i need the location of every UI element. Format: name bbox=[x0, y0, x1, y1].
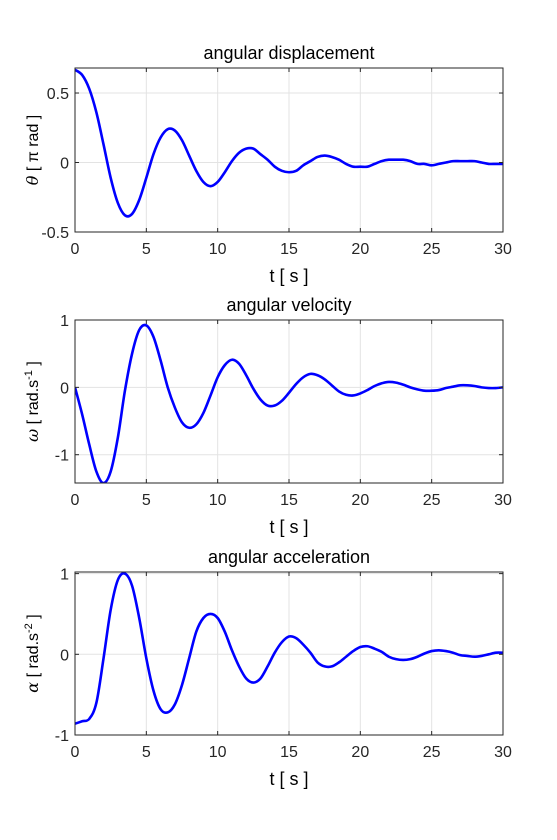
series-line bbox=[75, 572, 503, 725]
x-tick-label: 25 bbox=[423, 241, 441, 258]
y-tick-label: -1 bbox=[55, 448, 69, 465]
x-tick-label: 10 bbox=[209, 744, 227, 761]
y-axis-symbol: ω bbox=[23, 429, 42, 442]
x-tick-label: 10 bbox=[209, 241, 227, 258]
chart-title: angular displacement bbox=[203, 43, 374, 63]
y-axis-unit: [ π rad ] bbox=[25, 115, 42, 176]
chart-title: angular acceleration bbox=[208, 547, 370, 567]
y-tick-label: 0 bbox=[60, 380, 69, 397]
x-tick-label: 25 bbox=[423, 744, 441, 761]
y-tick-label: 0 bbox=[60, 156, 69, 173]
x-tick-label: 30 bbox=[494, 241, 512, 258]
x-tick-label: 30 bbox=[494, 492, 512, 509]
x-tick-label: 15 bbox=[280, 492, 298, 509]
y-axis-unit-exponent: -1 bbox=[23, 370, 35, 380]
x-axis-label: t [ s ] bbox=[269, 769, 308, 789]
y-axis-unit-end: ] bbox=[25, 614, 42, 623]
x-tick-label: 30 bbox=[494, 744, 512, 761]
x-tick-label: 5 bbox=[142, 492, 151, 509]
x-tick-label: 5 bbox=[142, 241, 151, 258]
x-tick-label: 15 bbox=[280, 241, 298, 258]
y-axis-symbol: θ bbox=[23, 175, 42, 185]
y-axis-unit-exponent: -2 bbox=[23, 623, 35, 633]
y-tick-label: 0.5 bbox=[47, 86, 69, 103]
series-line bbox=[75, 68, 503, 218]
y-axis-label: ω [ rad.s-1 ] bbox=[23, 361, 42, 442]
x-tick-label: 15 bbox=[280, 744, 298, 761]
y-axis-unit: [ rad.s bbox=[25, 380, 42, 429]
series-line bbox=[75, 323, 503, 483]
y-tick-label: 1 bbox=[60, 567, 69, 584]
y-tick-label: 1 bbox=[60, 313, 69, 330]
x-axis-label: t [ s ] bbox=[269, 517, 308, 537]
y-axis-symbol: α bbox=[23, 682, 42, 693]
y-axis-unit-end: ] bbox=[25, 361, 42, 370]
x-tick-label: 25 bbox=[423, 492, 441, 509]
x-tick-label: 0 bbox=[71, 241, 80, 258]
chart-title: angular velocity bbox=[226, 295, 351, 315]
y-tick-label: -0.5 bbox=[41, 225, 69, 242]
y-axis-label: θ [ π rad ] bbox=[23, 115, 42, 185]
x-axis-label: t [ s ] bbox=[269, 266, 308, 286]
chart-panel-2: 0 5 10 15 20 25 30 -1 0 1 angular velocity t [ s ] ω… bbox=[23, 295, 512, 537]
x-tick-label: 20 bbox=[351, 744, 369, 761]
x-tick-label: 5 bbox=[142, 744, 151, 761]
x-tick-label: 10 bbox=[209, 492, 227, 509]
y-axis-label: α [ rad.s-2 ] bbox=[23, 614, 42, 692]
y-tick-label: 0 bbox=[60, 647, 69, 664]
y-tick-label: -1 bbox=[55, 728, 69, 745]
y-axis-unit: [ rad.s bbox=[25, 633, 42, 682]
x-tick-label: 20 bbox=[351, 492, 369, 509]
x-tick-label: 20 bbox=[351, 241, 369, 258]
x-tick-label: 0 bbox=[71, 744, 80, 761]
x-tick-label: 0 bbox=[71, 492, 80, 509]
